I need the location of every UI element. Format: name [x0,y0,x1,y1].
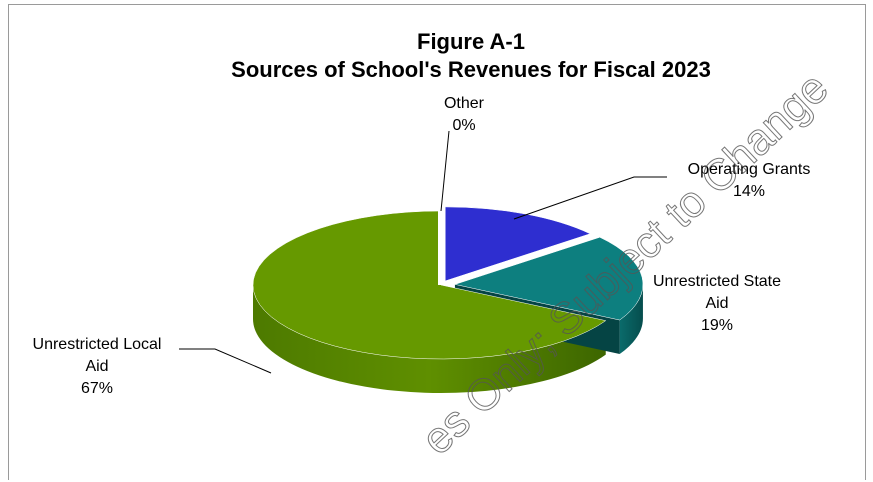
chart-subtitle: Sources of School's Revenues for Fiscal … [231,57,711,82]
label-unrestricted-state-aid: Unrestricted State Aid 19% [653,273,781,334]
chart-title: Figure A-1 [417,29,525,54]
label-unrestricted-local-aid: Unrestricted Local Aid 67% [33,336,162,397]
pie-chart: Figure A-1 Sources of School's Revenues … [9,5,867,481]
chart-frame: Figure A-1 Sources of School's Revenues … [8,4,866,480]
leader-unrestricted-local-aid [179,349,271,373]
leader-other [441,131,449,211]
label-other: Other 0% [444,95,485,134]
